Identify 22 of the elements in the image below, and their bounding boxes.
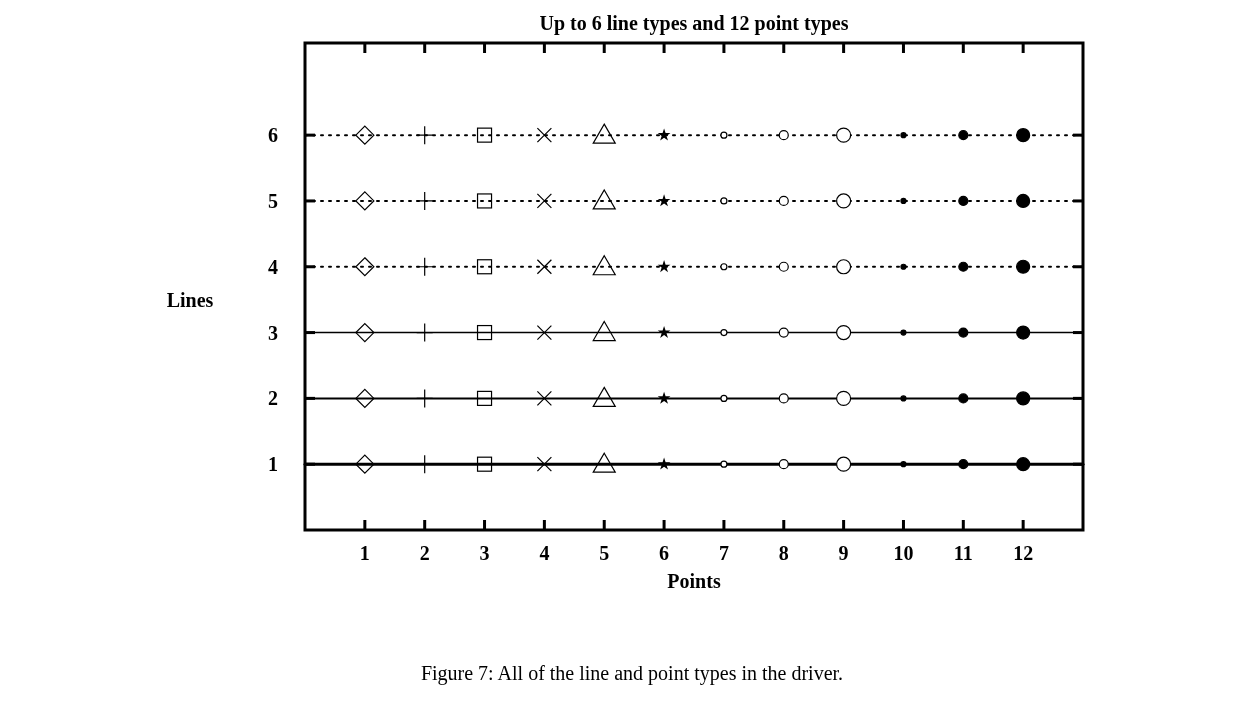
caption: Figure 7: All of the line and point types in the driver. xyxy=(420,662,844,685)
x-tick-label: 1 xyxy=(359,542,370,564)
x-tick-label: 7 xyxy=(718,542,729,564)
chart-title: Up to 6 line types and 12 point types xyxy=(539,12,849,35)
y-tick-label: 5 xyxy=(268,189,278,212)
y-tick-label: 6 xyxy=(268,124,278,147)
x-tick-label: 8 xyxy=(778,542,789,564)
y-tick-label: 1 xyxy=(268,453,278,476)
x-tick-label: 9 xyxy=(838,542,849,564)
y-tick-label: 4 xyxy=(268,255,278,278)
x-tick-label: 11 xyxy=(953,542,973,564)
y-tick-label: 2 xyxy=(268,387,278,410)
y-axis-title: Lines xyxy=(166,288,214,311)
x-tick-label: 10 xyxy=(893,542,914,564)
x-tick-label: 2 xyxy=(419,542,430,564)
x-axis-title: Points xyxy=(667,570,721,592)
x-tick-label: 6 xyxy=(659,542,670,564)
x-tick-label: 3 xyxy=(479,542,490,564)
x-tick-label: 12 xyxy=(1013,542,1034,564)
y-tick-label: 3 xyxy=(268,321,278,344)
x-tick-label: 5 xyxy=(599,542,610,564)
x-tick-label: 4 xyxy=(539,542,550,564)
